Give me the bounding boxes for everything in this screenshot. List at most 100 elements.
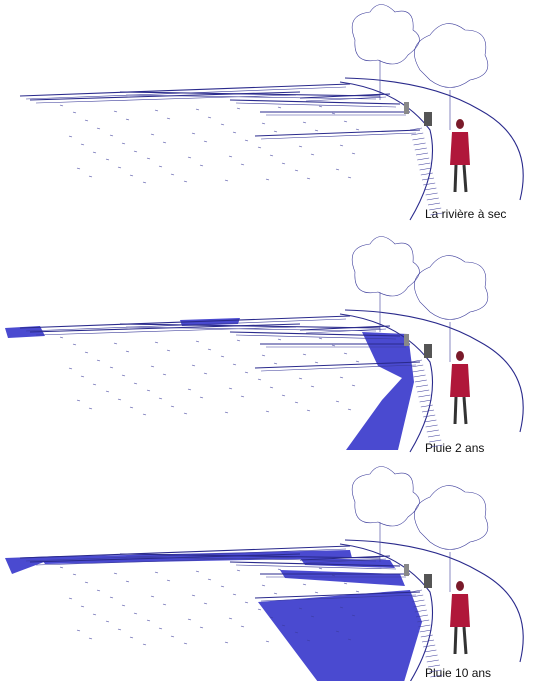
hatch xyxy=(426,193,438,195)
texture xyxy=(151,596,154,597)
hatch xyxy=(416,153,428,155)
texture xyxy=(134,613,137,614)
person xyxy=(450,132,470,165)
texture xyxy=(118,629,121,630)
texture xyxy=(229,388,232,389)
texture xyxy=(196,341,199,342)
figure xyxy=(404,564,409,576)
texture xyxy=(299,378,302,379)
figure xyxy=(424,574,432,588)
texture xyxy=(69,136,72,137)
texture xyxy=(188,389,191,390)
hatch xyxy=(426,425,438,427)
texture xyxy=(332,113,335,114)
figure xyxy=(404,334,409,346)
texture xyxy=(270,387,273,388)
person xyxy=(464,165,466,192)
texture xyxy=(118,167,121,168)
texture xyxy=(196,109,199,110)
texture xyxy=(130,407,133,408)
texture xyxy=(274,131,277,132)
texture xyxy=(134,151,137,152)
texture xyxy=(73,574,76,575)
texture xyxy=(200,627,203,628)
texture xyxy=(114,343,117,344)
figure xyxy=(404,102,409,114)
texture xyxy=(122,605,125,606)
texture xyxy=(126,119,129,120)
texture xyxy=(237,108,240,109)
hatch xyxy=(428,203,440,205)
texture xyxy=(147,158,150,159)
texture xyxy=(233,594,236,595)
texture xyxy=(73,112,76,113)
texture xyxy=(315,130,318,131)
texture xyxy=(97,360,100,361)
texture xyxy=(356,129,359,130)
hatch xyxy=(421,405,433,407)
texture xyxy=(192,133,195,134)
texture xyxy=(221,356,224,357)
illustration: La rivière à sec Pluie 2 ans Pluie 10 an… xyxy=(0,0,536,681)
person xyxy=(456,581,464,591)
texture xyxy=(336,169,339,170)
texture xyxy=(167,118,170,119)
texture xyxy=(237,340,240,341)
tree xyxy=(414,256,487,320)
person xyxy=(455,627,456,654)
texture xyxy=(348,177,351,178)
texture xyxy=(258,609,261,610)
texture xyxy=(167,350,170,351)
figure xyxy=(424,112,432,126)
texture xyxy=(184,181,187,182)
texture xyxy=(85,352,88,353)
texture xyxy=(77,630,80,631)
texture xyxy=(262,585,265,586)
texture xyxy=(336,401,339,402)
texture xyxy=(303,584,306,585)
sketch-panel xyxy=(5,467,523,681)
texture xyxy=(233,132,236,133)
texture xyxy=(163,142,166,143)
texture xyxy=(208,117,211,118)
hatch xyxy=(424,188,436,190)
texture xyxy=(155,342,158,343)
texture xyxy=(130,637,133,638)
texture xyxy=(97,128,100,129)
texture xyxy=(151,366,154,367)
hatch xyxy=(421,635,433,637)
texture xyxy=(229,156,232,157)
texture xyxy=(208,349,211,350)
texture xyxy=(245,372,248,373)
texture xyxy=(315,592,318,593)
sketch-panel xyxy=(5,237,523,453)
texture xyxy=(151,134,154,135)
hatch xyxy=(412,370,424,372)
texture xyxy=(344,353,347,354)
texture xyxy=(196,571,199,572)
hatch xyxy=(420,630,432,632)
texture xyxy=(229,618,232,619)
texture xyxy=(89,176,92,177)
texture xyxy=(274,593,277,594)
texture xyxy=(299,146,302,147)
texture xyxy=(356,591,359,592)
hatch xyxy=(427,198,439,200)
texture xyxy=(171,406,174,407)
texture xyxy=(89,408,92,409)
texture xyxy=(311,154,314,155)
texture xyxy=(163,604,166,605)
texture xyxy=(143,414,146,415)
texture xyxy=(81,144,84,145)
texture xyxy=(348,409,351,410)
tree xyxy=(352,237,419,297)
texture xyxy=(184,413,187,414)
texture xyxy=(93,384,96,385)
texture xyxy=(225,412,228,413)
texture xyxy=(233,364,236,365)
texture xyxy=(225,642,228,643)
texture xyxy=(147,620,150,621)
hatch xyxy=(412,600,424,602)
texture xyxy=(270,155,273,156)
texture xyxy=(303,122,306,123)
